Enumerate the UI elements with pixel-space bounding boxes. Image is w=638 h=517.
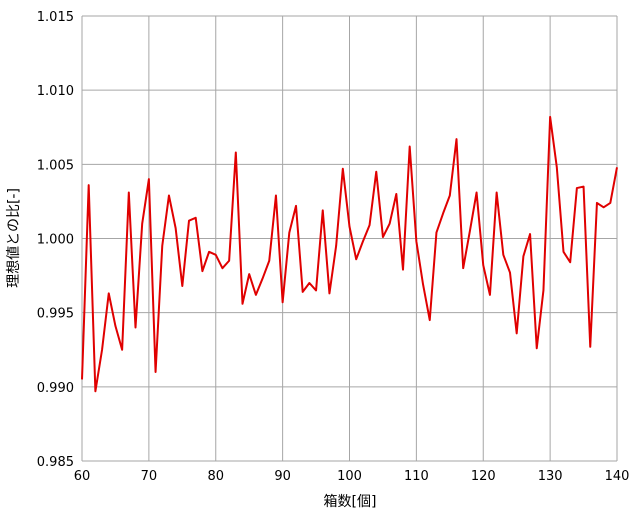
y-tick-label: 1.010 bbox=[37, 84, 74, 99]
x-tick-label: 140 bbox=[605, 469, 630, 484]
series-layer bbox=[81, 115, 618, 393]
x-tick-label: 120 bbox=[471, 469, 496, 484]
x-tick-label: 60 bbox=[74, 469, 91, 484]
gridlines bbox=[81, 15, 618, 462]
x-tick-label: 130 bbox=[538, 469, 563, 484]
y-tick-label: 0.995 bbox=[37, 307, 74, 322]
y-tick-label: 0.985 bbox=[37, 455, 74, 470]
x-tick-label: 110 bbox=[404, 469, 429, 484]
x-axis-title: 箱数[個] bbox=[324, 494, 377, 510]
x-tick-label: 100 bbox=[337, 469, 362, 484]
y-axis-title: 理想値との比[-] bbox=[6, 188, 22, 288]
y-tick-label: 0.990 bbox=[37, 381, 74, 396]
x-tick-label: 70 bbox=[141, 469, 158, 484]
y-tick-label: 1.000 bbox=[37, 233, 74, 248]
y-tick-label: 1.015 bbox=[37, 10, 74, 25]
y-tick-label: 1.005 bbox=[37, 158, 74, 173]
x-tick-label: 90 bbox=[274, 469, 291, 484]
series-line bbox=[81, 115, 618, 393]
x-tick-label: 80 bbox=[207, 469, 224, 484]
tick-labels: 0.985 0.990 0.995 1.000 1.005 1.010 1.015 60 70 8… bbox=[37, 10, 630, 484]
